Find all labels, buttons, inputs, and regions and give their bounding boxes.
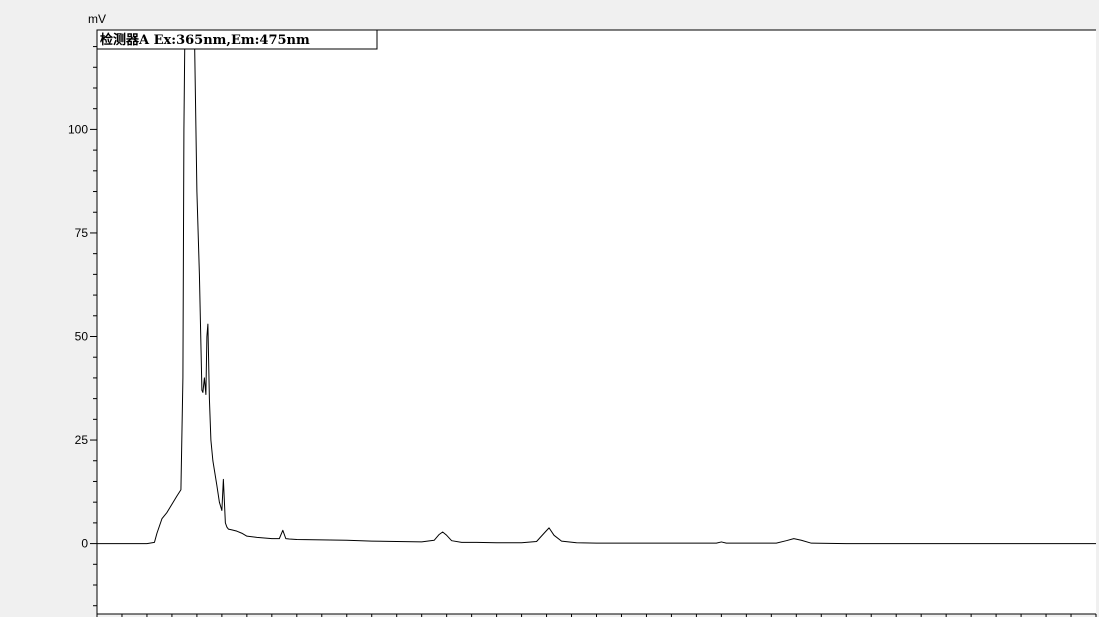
y-axis-unit-label: mV [88, 12, 106, 26]
series-layer [97, 30, 1096, 545]
legend-box [96, 29, 378, 50]
legend: 检测器A Ex:365nm,Em:475nm [96, 29, 378, 50]
y-tick-label: 50 [75, 329, 89, 343]
chromatogram-trace-0 [97, 30, 1096, 545]
y-tick-label: 25 [75, 433, 89, 447]
y-tick-label: 75 [75, 226, 89, 240]
y-tick-label: 100 [68, 122, 88, 136]
y-tick-label: 0 [81, 537, 88, 551]
legend-label: 检测器A Ex:365nm,Em:475nm [100, 32, 310, 48]
plot-area [97, 30, 1096, 614]
